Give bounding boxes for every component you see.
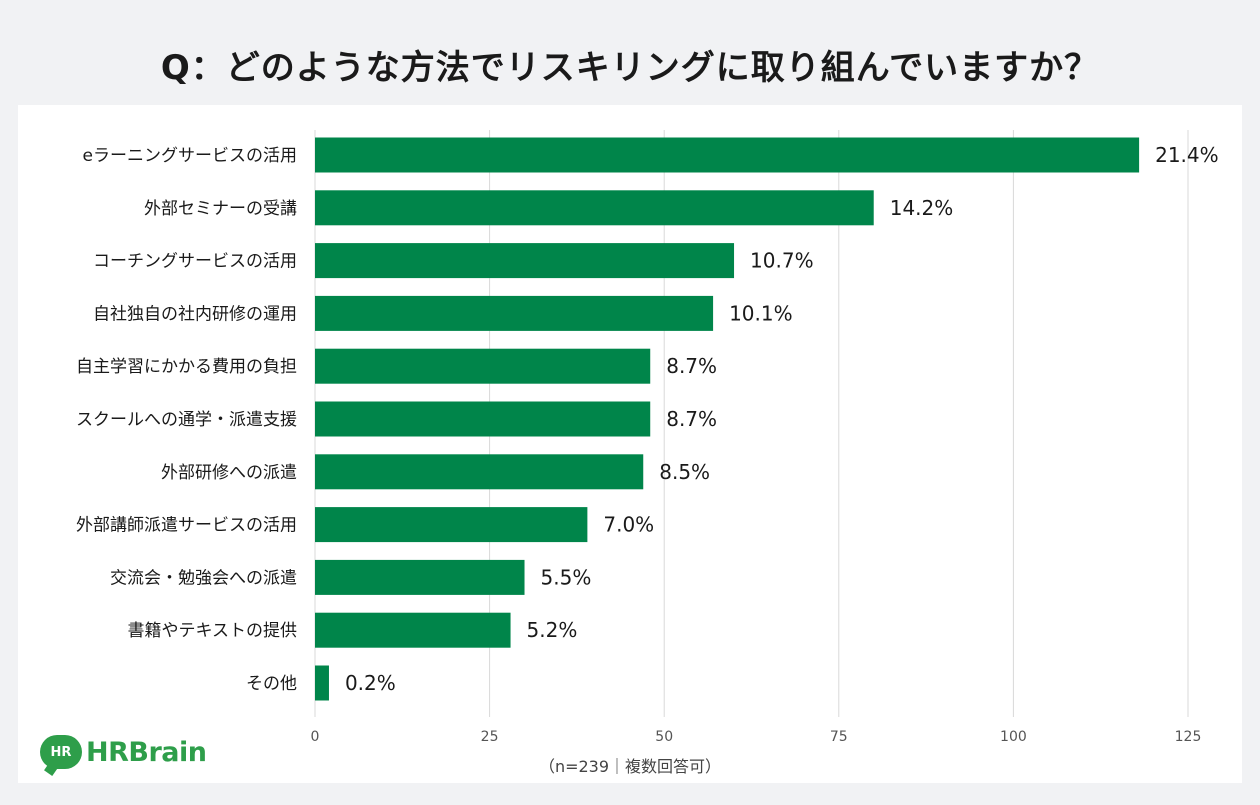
data-label: 21.4% [1155,143,1219,167]
data-label: 5.5% [541,565,592,589]
category-label: 外部研修への派遣 [161,463,297,483]
bar [315,401,651,437]
chart-title: Q：どのような方法でリスキリングに取り組んでいますか？ [160,48,1100,88]
x-tick-label: 25 [481,729,499,745]
data-label: 0.2% [345,671,396,695]
category-label: その他 [246,674,297,694]
bar [315,454,644,490]
data-label: 5.2% [527,618,578,642]
data-label: 7.0% [603,513,654,537]
category-label: 外部講師派遣サービスの活用 [76,516,297,536]
category-labels: eラーニングサービスの活用外部セミナーの受講コーチングサービスの活用自社独自の社… [76,146,297,694]
value-labels: 21.4% 14.2% 10.7% 10.1% 8.7% 8.7% 8.5% 7.0% 5.5%… [345,143,1219,695]
data-label: 8.7% [666,354,717,378]
category-label: 自主学習にかかる費用の負担 [76,357,297,377]
bar [315,243,735,279]
category-label: 交流会・勉強会への派遣 [110,568,297,588]
logo-badge-icon: HR [40,735,82,769]
category-label: 自社独自の社内研修の運用 [93,304,297,324]
category-label: コーチングサービスの活用 [93,252,297,272]
bar [315,190,874,226]
x-tick-label: 0 [311,729,320,745]
data-label: 8.7% [666,407,717,431]
bar [315,612,511,648]
x-axis-ticks: 0 25 50 75 100 125 [311,729,1202,745]
sample-note: （n=239｜複数回答可） [539,757,721,776]
x-tick-label: 100 [1000,729,1027,745]
x-tick-label: 50 [655,729,673,745]
x-tick-label: 125 [1175,729,1202,745]
bar-chart: eラーニングサービスの活用外部セミナーの受講コーチングサービスの活用自社独自の社… [76,130,1219,776]
hrbrain-logo: HR HRBrain [40,735,207,769]
bars [315,137,1140,701]
category-label: 書籍やテキストの提供 [128,621,298,641]
data-label: 14.2% [890,196,954,220]
bar [315,559,525,595]
data-label: 10.7% [750,249,814,273]
chart-card: eラーニングサービスの活用外部セミナーの受講コーチングサービスの活用 自社独自の社… [18,105,1242,783]
x-tick-label: 75 [830,729,848,745]
category-label: eラーニングサービスの活用 [83,146,297,166]
bar [315,348,651,384]
bar [315,295,714,331]
data-label: 8.5% [659,460,710,484]
logo-text: HRBrain [86,736,207,768]
data-label: 10.1% [729,301,793,325]
bar [315,137,1140,173]
category-label: 外部セミナーの受講 [144,199,297,219]
bar [315,665,329,701]
category-label: スクールへの通学・派遣支援 [76,410,297,430]
bar [315,507,588,543]
